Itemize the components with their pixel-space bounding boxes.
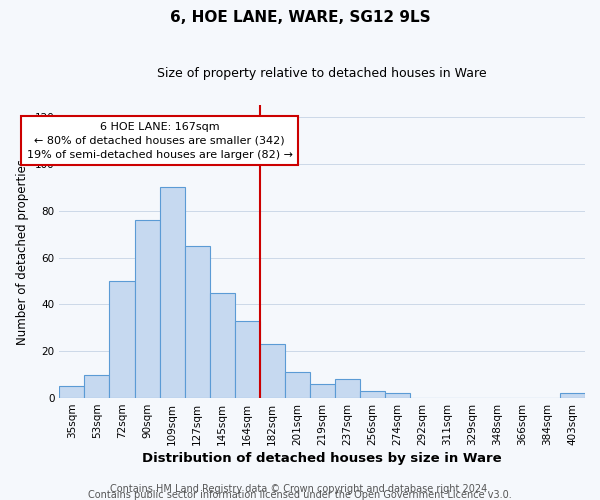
Text: 6 HOE LANE: 167sqm
← 80% of detached houses are smaller (342)
19% of semi-detach: 6 HOE LANE: 167sqm ← 80% of detached hou… <box>26 122 293 160</box>
Title: Size of property relative to detached houses in Ware: Size of property relative to detached ho… <box>157 68 487 80</box>
Bar <box>360 391 385 398</box>
Bar <box>209 292 235 398</box>
Bar <box>335 380 360 398</box>
Y-axis label: Number of detached properties: Number of detached properties <box>16 158 29 344</box>
Bar <box>109 281 134 398</box>
Bar <box>260 344 284 398</box>
Bar <box>160 188 185 398</box>
Text: Contains HM Land Registry data © Crown copyright and database right 2024.: Contains HM Land Registry data © Crown c… <box>110 484 490 494</box>
X-axis label: Distribution of detached houses by size in Ware: Distribution of detached houses by size … <box>142 452 502 465</box>
Bar <box>284 372 310 398</box>
Bar <box>560 394 585 398</box>
Bar <box>134 220 160 398</box>
Bar <box>59 386 85 398</box>
Bar <box>185 246 209 398</box>
Bar <box>385 394 410 398</box>
Text: 6, HOE LANE, WARE, SG12 9LS: 6, HOE LANE, WARE, SG12 9LS <box>170 10 430 25</box>
Bar <box>235 321 260 398</box>
Bar <box>85 374 109 398</box>
Text: Contains public sector information licensed under the Open Government Licence v3: Contains public sector information licen… <box>88 490 512 500</box>
Bar <box>310 384 335 398</box>
